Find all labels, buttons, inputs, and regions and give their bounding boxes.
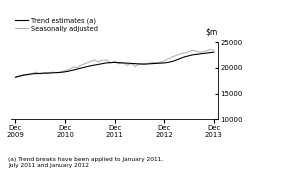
Legend: Trend estimates (a), Seasonally adjusted: Trend estimates (a), Seasonally adjusted	[15, 17, 98, 31]
Text: $m: $m	[206, 27, 218, 36]
Text: (a) Trend breaks have been applied to January 2011,
July 2011 and January 2012: (a) Trend breaks have been applied to Ja…	[8, 157, 164, 168]
